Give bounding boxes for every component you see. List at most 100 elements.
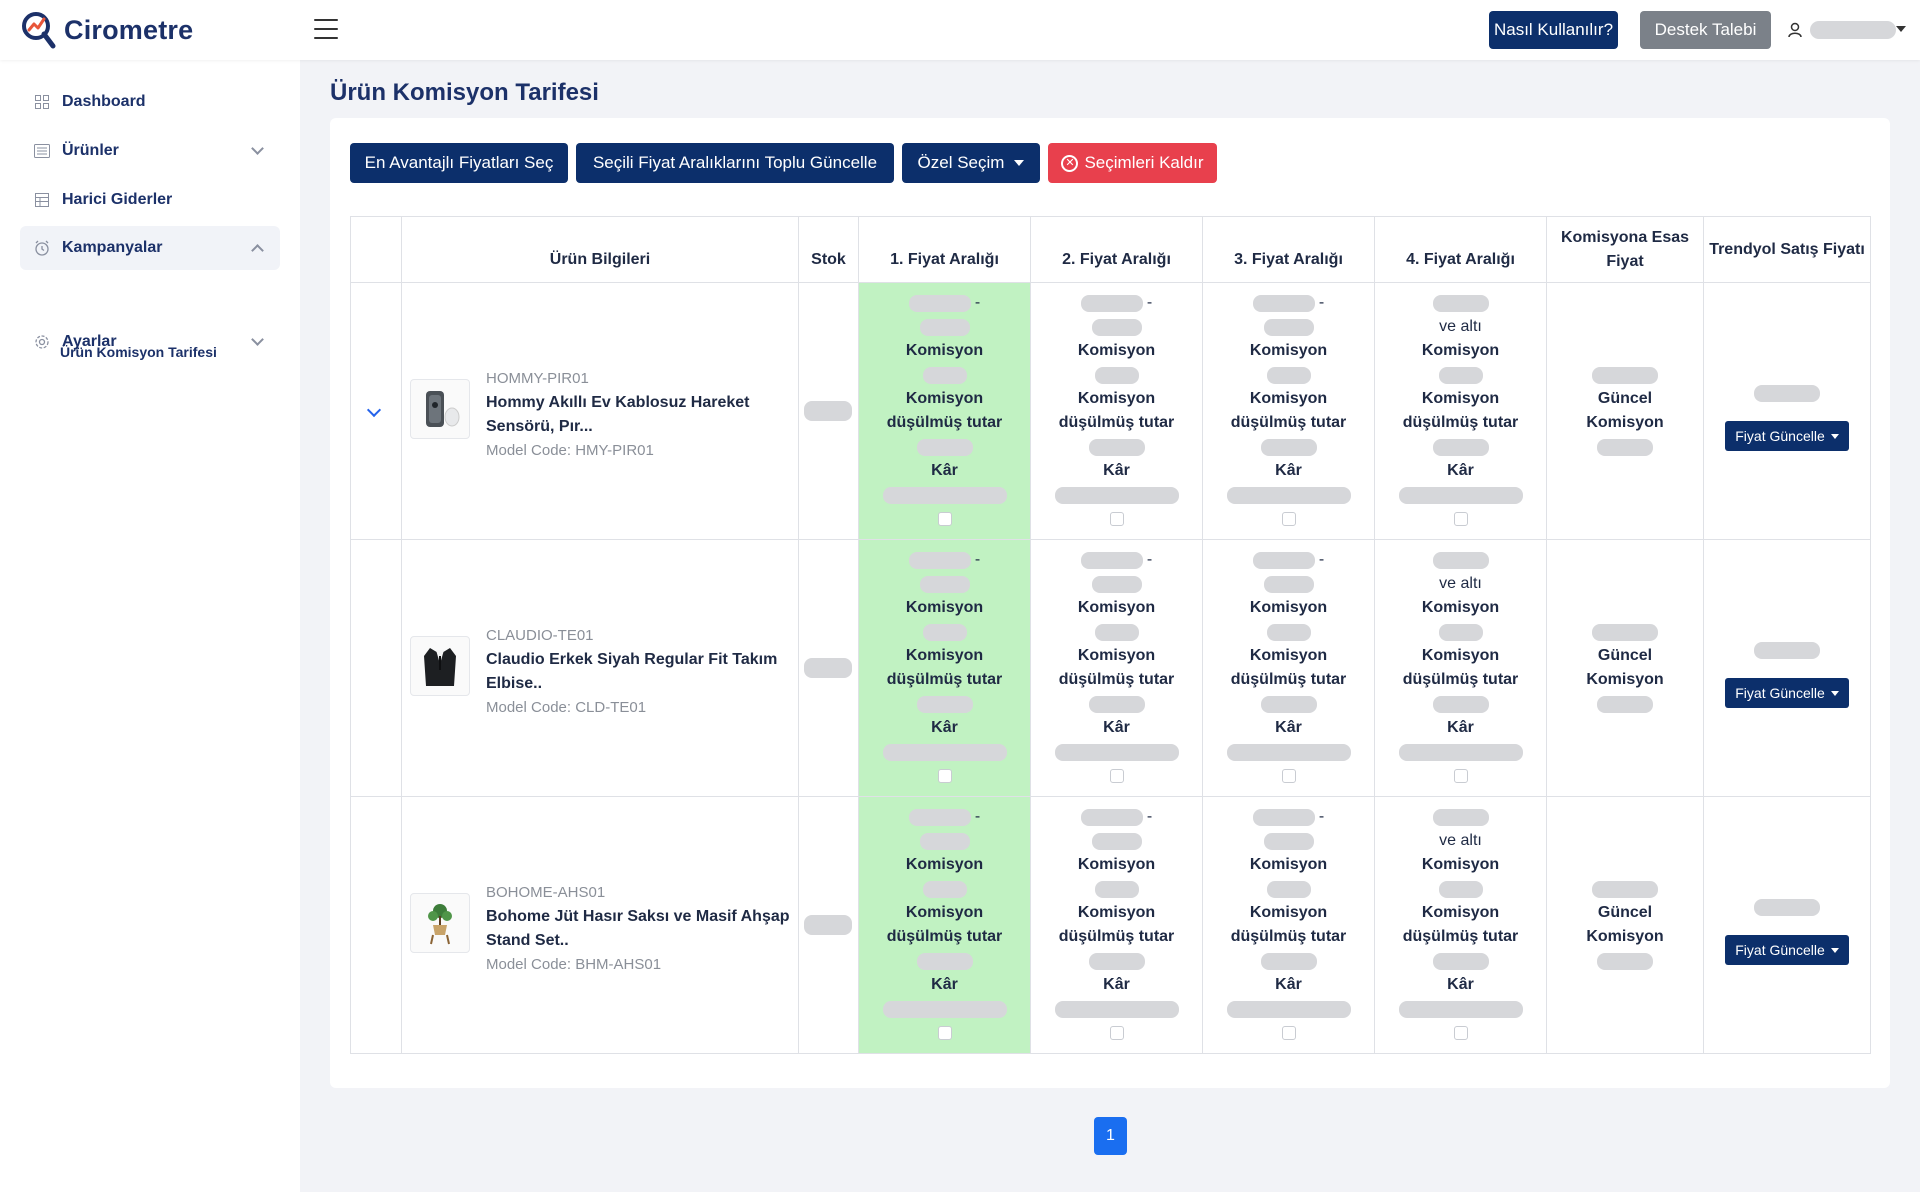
net-amount-label: düşülmüş tutar (1230, 671, 1347, 688)
net-label-line-2: düşülmüş tutar (1203, 668, 1374, 692)
range-cell-2[interactable]: - Komisyon Komisyon düşülmüş tutar Kâr (1030, 282, 1203, 540)
range-cell-1[interactable]: - Komisyon Komisyon düşülmüş tutar Kâr (858, 282, 1031, 540)
profit-value (882, 486, 1007, 504)
commission-value-line (859, 363, 1030, 387)
clear-selection-button[interactable]: ✕ Seçimleri Kaldır (1048, 143, 1217, 183)
menu-toggle-icon[interactable] (314, 19, 338, 39)
range-select-checkbox[interactable] (1453, 512, 1468, 526)
commission-label-line: Komisyon (1203, 596, 1374, 620)
range-cell-1[interactable]: - Komisyon Komisyon düşülmüş tutar Kâr (858, 796, 1031, 1054)
range-cell-3[interactable]: - Komisyon Komisyon düşülmüş tutar Kâr (1202, 539, 1375, 797)
net-amount-value (1260, 952, 1317, 970)
range-cell-1[interactable]: - Komisyon Komisyon düşülmüş tutar Kâr (858, 539, 1031, 797)
commission-label: Komisyon (1421, 856, 1500, 873)
net-amount-label: Komisyon (1249, 647, 1328, 664)
commission-label-line: Komisyon (1203, 853, 1374, 877)
app-logo[interactable]: Cirometre (20, 10, 193, 50)
profit-label-line: Kâr (1203, 459, 1374, 483)
net-label-line-1: Komisyon (1375, 387, 1546, 411)
sidebar-subitem-urun-komisyon-tarifesi[interactable]: Ürün Komisyon Tarifesi (60, 344, 217, 360)
range-cell-4[interactable]: ve altı Komisyon Komisyon düşülmüş tutar Kâr (1374, 539, 1547, 797)
range-content: ve altı Komisyon Komisyon düşülmüş tutar Kâr (1375, 548, 1546, 788)
product-info: HOMMY-PIR01 Hommy Akıllı Ev Kablosuz Hare… (410, 367, 792, 463)
product-model-code: Model Code: BHM-AHS01 (486, 956, 662, 973)
plant-pot-image (410, 893, 470, 953)
checkbox-line (1375, 1021, 1546, 1045)
net-amount-value (916, 438, 973, 456)
range-bound-line: - (1031, 548, 1202, 572)
custom-select-dropdown[interactable]: Özel Seçim (902, 143, 1040, 183)
current-commission-label: Komisyon (1586, 671, 1664, 688)
product-name[interactable]: Claudio Erkek Siyah Regular Fit Takım El… (486, 651, 778, 692)
range-select-checkbox[interactable] (937, 1026, 952, 1040)
commission-label-line: Komisyon (1375, 853, 1546, 877)
chevron-down-icon[interactable] (366, 402, 382, 418)
profit-value-line (859, 483, 1030, 507)
sidebar-item-urunler[interactable]: Ürünler (20, 129, 280, 173)
sidebar-item-ayarlar[interactable]: Ayarlar (20, 320, 280, 364)
range-cell-2[interactable]: - Komisyon Komisyon düşülmüş tutar Kâr (1030, 796, 1203, 1054)
product-name[interactable]: Hommy Akıllı Ev Kablosuz Hareket Sensörü… (486, 394, 750, 435)
range-select-checkbox[interactable] (1281, 512, 1296, 526)
expand-cell[interactable] (350, 796, 402, 1054)
range-select-checkbox[interactable] (1281, 1026, 1296, 1040)
product-cell: HOMMY-PIR01 Hommy Akıllı Ev Kablosuz Hare… (401, 282, 799, 540)
range-select-checkbox[interactable] (1109, 1026, 1124, 1040)
bulk-update-button[interactable]: Seçili Fiyat Aralıklarını Toplu Güncelle (576, 143, 894, 183)
sidebar-item-kampanyalar[interactable]: Kampanyalar (20, 226, 280, 270)
support-button[interactable]: Destek Talebi (1640, 11, 1771, 49)
net-label-line-1: Komisyon (1375, 901, 1546, 925)
range-select-checkbox[interactable] (1453, 769, 1468, 783)
range-select-checkbox[interactable] (937, 512, 952, 526)
close-circle-icon: ✕ (1061, 154, 1079, 172)
commission-label-line: Komisyon (1375, 339, 1546, 363)
commission-table: Ürün Bilgileri Stok 1. Fiyat Aralığı 2. … (350, 216, 1871, 1054)
expand-cell[interactable] (350, 539, 402, 797)
and-below-label: ve altı (1439, 575, 1482, 592)
product-name[interactable]: Bohome Jüt Hasır Saksı ve Masif Ahşap St… (486, 908, 790, 949)
range-select-checkbox[interactable] (1453, 1026, 1468, 1040)
sidebar-item-harici-giderler[interactable]: Harici Giderler (20, 178, 280, 222)
trendyol-content: Fiyat Güncelle (1704, 895, 1870, 965)
net-amount-label: düşülmüş tutar (886, 928, 1003, 945)
best-price-button[interactable]: En Avantajlı Fiyatları Seç (350, 143, 568, 183)
current-commission-label: Komisyon (1586, 414, 1664, 431)
range-bound-line: - (859, 805, 1030, 829)
range-select-checkbox[interactable] (1109, 512, 1124, 526)
update-price-button[interactable]: Fiyat Güncelle (1725, 421, 1849, 451)
range-content: - Komisyon Komisyon düşülmüş tutar Kâr (859, 291, 1030, 531)
commission-label-line: Komisyon (859, 596, 1030, 620)
range-select-checkbox[interactable] (1109, 769, 1124, 783)
range-max-value (1091, 575, 1142, 593)
range-cell-4[interactable]: ve altı Komisyon Komisyon düşülmüş tutar Kâr (1374, 796, 1547, 1054)
help-button[interactable]: Nasıl Kullanılır? (1489, 11, 1618, 49)
net-amount-value (1260, 438, 1317, 456)
range-max-value (1263, 832, 1314, 850)
range-cell-4[interactable]: ve altı Komisyon Komisyon düşülmüş tutar Kâr (1374, 282, 1547, 540)
range-cell-2[interactable]: - Komisyon Komisyon düşülmüş tutar Kâr (1030, 539, 1203, 797)
range-cell-3[interactable]: - Komisyon Komisyon düşülmüş tutar Kâr (1202, 796, 1375, 1054)
update-price-button[interactable]: Fiyat Güncelle (1725, 678, 1849, 708)
suit-image (410, 636, 470, 696)
range-content: - Komisyon Komisyon düşülmüş tutar Kâr (1203, 548, 1374, 788)
expand-cell[interactable] (350, 282, 402, 540)
range-min-value (908, 551, 971, 569)
sidebar-item-dashboard[interactable]: Dashboard (20, 80, 280, 124)
profit-value (1398, 743, 1523, 761)
update-price-button[interactable]: Fiyat Güncelle (1725, 935, 1849, 965)
user-menu-caret-icon[interactable] (1896, 26, 1906, 32)
current-value-line (1547, 692, 1703, 716)
product-sku: HOMMY-PIR01 (486, 370, 589, 387)
pagination-page-1[interactable]: 1 (1094, 1117, 1127, 1155)
checkbox-line (1375, 764, 1546, 788)
range-select-checkbox[interactable] (937, 769, 952, 783)
range-cell-3[interactable]: - Komisyon Komisyon düşülmüş tutar Kâr (1202, 282, 1375, 540)
user-name-redacted[interactable] (1810, 21, 1896, 39)
profit-label-line: Kâr (1031, 459, 1202, 483)
range-max-value (1263, 575, 1314, 593)
esas-price-value (1592, 366, 1658, 384)
range-max-line (1031, 572, 1202, 596)
range-select-checkbox[interactable] (1281, 769, 1296, 783)
gear-icon (34, 334, 50, 350)
net-amount-value (916, 952, 973, 970)
